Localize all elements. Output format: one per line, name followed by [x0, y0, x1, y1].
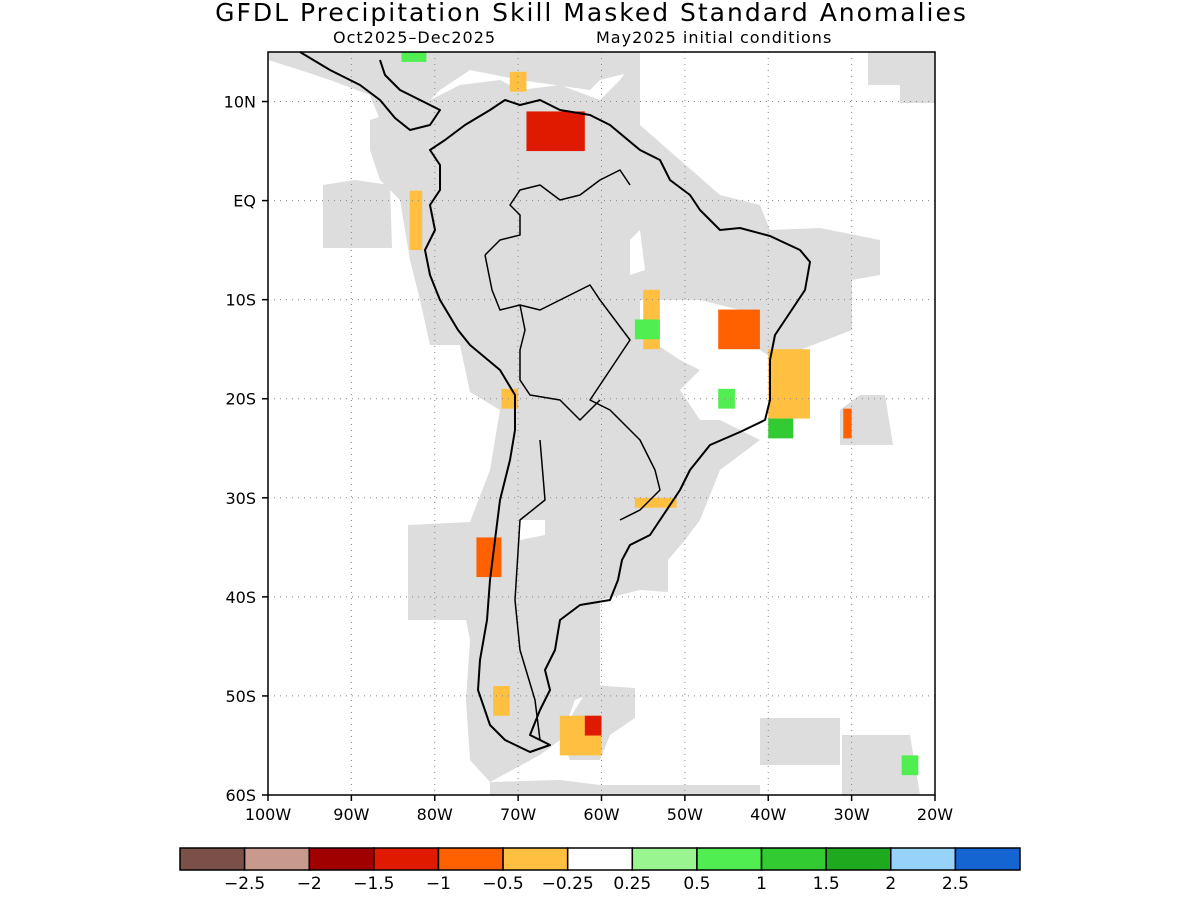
y-tick-label: 10N: [224, 93, 256, 112]
colorbar-swatch: [631, 847, 698, 871]
mask-galapagos: [323, 180, 392, 248]
anomaly-cell: [901, 755, 919, 776]
colorbar-label: −0.5: [482, 874, 523, 894]
anomaly-cell: [768, 349, 810, 419]
y-tick-label: 20S: [225, 390, 256, 409]
colorbar-label: 1: [756, 874, 767, 894]
mask-south-atlantic: [842, 735, 920, 795]
country-borders: [484, 169, 661, 741]
colorbar-label: 2: [885, 874, 896, 894]
x-tick-label: 80W: [417, 805, 453, 824]
south-america-coastline: [424, 99, 811, 753]
y-tick-label: 40S: [225, 588, 256, 607]
mask-south-georgia: [760, 718, 840, 765]
x-tick-label: 60W: [583, 805, 619, 824]
colorbar-swatch: [179, 847, 246, 871]
anomaly-cell: [476, 537, 502, 578]
x-tick-label: 40W: [750, 805, 786, 824]
anomaly-cell: [584, 715, 602, 736]
unmasked-andes: [520, 520, 545, 540]
anomaly-cell: [718, 388, 735, 409]
y-tick-label: 50S: [225, 687, 256, 706]
colorbar-swatch: [890, 847, 957, 871]
colorbar-label: 2.5: [942, 874, 969, 894]
forecast-period: Oct2025–Dec2025: [333, 28, 497, 47]
mask-central-america: [268, 52, 640, 150]
colorbar-label: −2.5: [224, 874, 265, 894]
colorbar-label: 0.25: [613, 874, 651, 894]
anomaly-cell: [493, 686, 510, 716]
axis-ticks: 100W 90W 80W 70W 60W 50W 40W 30W 20W 10N EQ 10S 20S 3…: [224, 93, 954, 824]
mask-atlantic-20s: [840, 395, 893, 445]
colorbar-label: 1.5: [813, 874, 840, 894]
colorbar-swatch: [502, 847, 569, 871]
x-tick-label: 50W: [667, 805, 703, 824]
colorbar-label: −1: [426, 874, 451, 894]
x-tick-label: 100W: [245, 805, 292, 824]
colorbar-swatch: [696, 847, 763, 871]
anomaly-cell: [509, 71, 527, 92]
anomaly-cell: [634, 497, 677, 508]
y-tick-label: 30S: [225, 489, 256, 508]
colorbar-swatch: [243, 847, 310, 871]
anomaly-layer: [401, 52, 919, 776]
anomaly-cell: [409, 190, 423, 251]
anomaly-cell: [768, 418, 794, 439]
x-tick-label: 90W: [333, 805, 369, 824]
anomaly-cell: [634, 319, 660, 340]
mask-bottom: [490, 780, 760, 795]
anomaly-cell: [843, 408, 852, 439]
map-subtitle: Oct2025–Dec2025 May2025 initial conditio…: [0, 28, 1200, 48]
initial-conditions: May2025 initial conditions: [596, 28, 833, 47]
colorbar-label: 0.5: [683, 874, 710, 894]
central-america-coastline: [299, 51, 441, 131]
map-title: GFDL Precipitation Skill Masked Standard…: [215, 0, 968, 27]
x-tick-label: 70W: [500, 805, 536, 824]
anomaly-cell: [526, 111, 585, 152]
anomaly-cell: [718, 309, 760, 350]
anomaly-cell: [401, 52, 427, 62]
coastlines: [299, 51, 811, 753]
y-tick-label: EQ: [233, 192, 256, 211]
mask-caribbean: [600, 52, 640, 125]
y-tick-label: 10S: [225, 291, 256, 310]
colorbar-label: −2: [297, 874, 322, 894]
x-tick-label: 30W: [834, 805, 870, 824]
colorbar: −2.5 −2 −1.5 −1 −0.5 −0.25 0.25 0.5 1 1.5 2 2.5: [179, 847, 1021, 894]
colorbar-label: −1.5: [353, 874, 394, 894]
x-tick-label: 20W: [917, 805, 953, 824]
colorbar-swatch: [760, 847, 827, 871]
mask-layer: [268, 52, 935, 795]
unmasked-east: [630, 230, 645, 275]
colorbar-swatch: [825, 847, 892, 871]
y-tick-label: 60S: [225, 786, 256, 805]
colorbar-swatch: [954, 847, 1021, 871]
colorbar-swatch: [566, 847, 634, 871]
mask-north-atlantic: [868, 52, 935, 103]
colorbar-label: −0.25: [542, 874, 594, 894]
colorbar-swatch: [437, 847, 504, 871]
colorbar-swatch: [373, 847, 440, 871]
mask-south-america: [370, 80, 880, 782]
colorbar-swatch: [308, 847, 375, 871]
